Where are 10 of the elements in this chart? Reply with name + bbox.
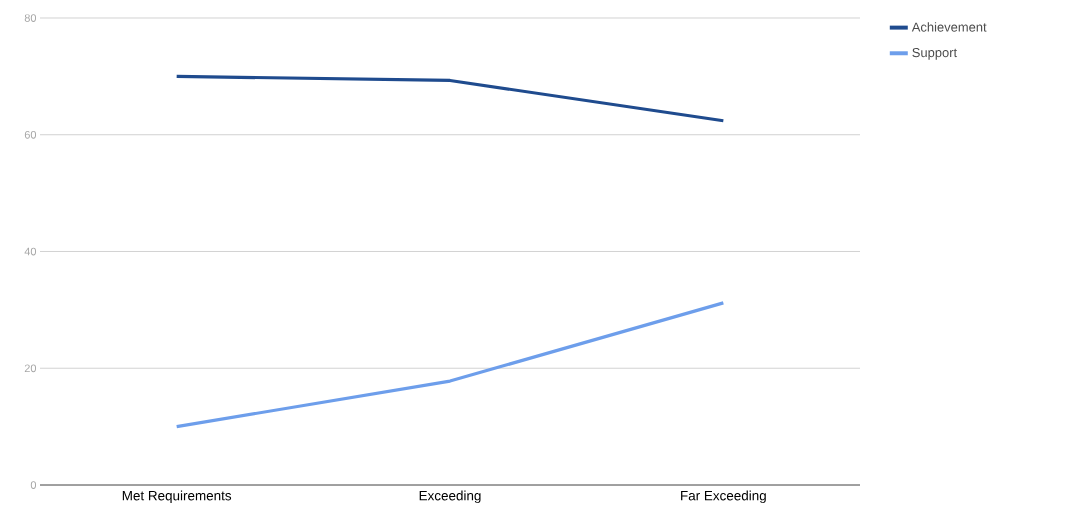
y-tick-label: 80 [24,14,37,22]
x-tick-label: Met Requirements [122,490,232,504]
legend-label: Support [912,48,958,60]
y-tick-label: 40 [24,247,37,256]
x-tick-label: Far Exceeding [681,490,766,504]
legend-label: Achievement [911,22,987,32]
x-tick-label: Exceeding [419,490,481,504]
y-tick-label: 20 [24,364,37,373]
y-tick-label: 60 [24,130,37,139]
y-tick-label: 0 [30,481,37,489]
